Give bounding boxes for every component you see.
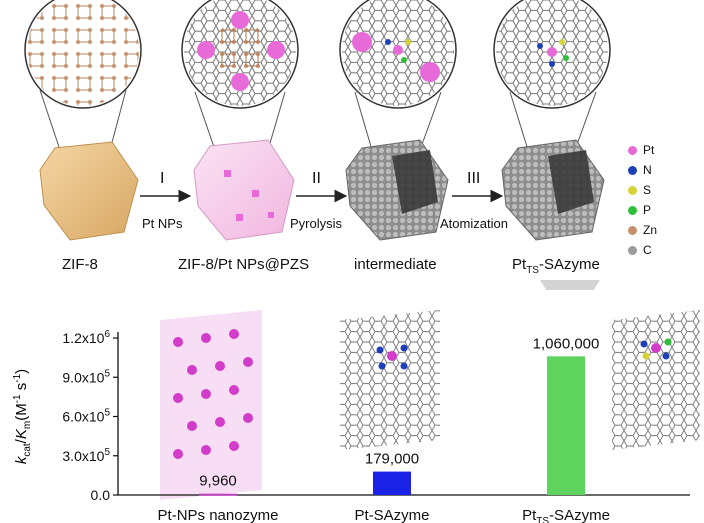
- x-category-label: PtTS-SAzyme: [522, 507, 610, 523]
- element-legend: Pt N S P Zn C: [628, 140, 657, 260]
- y-tick-label: 3.0x105: [62, 447, 110, 464]
- stage-label-zif8: ZIF-8: [62, 256, 98, 273]
- x-category-label: Pt-SAzyme: [354, 507, 429, 523]
- step-2-caption: Pyrolysis: [290, 216, 343, 231]
- synthesis-schematic: [24, 0, 611, 290]
- kcat-km-bar-chart: 0.0 3.0x105 6.0x105 9.0x105 1.2x106 kcat/Km(M…: [12, 310, 700, 523]
- bar-2: [373, 471, 411, 495]
- stage-label-pt-ts: PtTS-SAzyme: [512, 256, 600, 276]
- zif8-crystal: [39, 141, 139, 241]
- pt-ts-sazyme-structure-inset: [612, 310, 700, 450]
- pt-ts-zoom-circle: [493, 0, 611, 151]
- s-atom-icon: [628, 185, 637, 195]
- legend-item-n: N: [628, 160, 657, 180]
- chart-plot-area: 0.0 3.0x105 6.0x105 9.0x105 1.2x106 kcat/Km(M…: [12, 329, 690, 523]
- y-tick-label: 0.0: [91, 487, 111, 503]
- y-axis-label: kcat/Km(M-1 s-1): [12, 369, 33, 464]
- legend-item-zn: Zn: [628, 220, 657, 240]
- step-3-caption: Atomization: [440, 216, 508, 231]
- pzs-zoom-circle: [181, 0, 299, 151]
- step-2-roman: II: [312, 170, 321, 187]
- stage-label-intermediate: intermediate: [354, 256, 437, 273]
- legend-item-pt: Pt: [628, 140, 657, 160]
- bar-value-label: 179,000: [365, 451, 419, 468]
- x-category-label: Pt-NPs nanozyme: [158, 507, 279, 523]
- y-tick-label: 1.2x106: [62, 329, 110, 346]
- pt-nanoparticle-lattice-inset: [160, 310, 262, 500]
- funnel-arrow: [540, 280, 600, 290]
- bar-value-label: 1,060,000: [533, 335, 600, 352]
- stage-label-pzs: ZIF-8/Pt NPs@PZS: [178, 256, 310, 273]
- legend-item-s: S: [628, 180, 657, 200]
- bar-1: [199, 493, 237, 496]
- y-tick-label: 6.0x105: [62, 408, 110, 425]
- pzs-crystal: [193, 139, 295, 241]
- intermediate-zoom-circle: [339, 0, 457, 151]
- step-1-roman: I: [160, 170, 165, 187]
- legend-item-c: C: [628, 240, 657, 260]
- pt-atom-icon: [628, 145, 637, 155]
- pt-sazyme-structure-inset: [340, 310, 440, 450]
- y-tick-label: 9.0x105: [62, 368, 110, 385]
- n-atom-icon: [628, 165, 637, 175]
- p-atom-icon: [628, 205, 637, 215]
- bar-value-label: 9,960: [199, 473, 237, 490]
- step-1-caption: Pt NPs: [142, 216, 183, 231]
- zn-atom-icon: [628, 225, 637, 235]
- bar-3: [547, 356, 585, 495]
- zif8-zoom-circle: [24, 0, 142, 151]
- legend-item-p: P: [628, 200, 657, 220]
- c-atom-icon: [628, 245, 637, 255]
- step-3-roman: III: [467, 170, 481, 187]
